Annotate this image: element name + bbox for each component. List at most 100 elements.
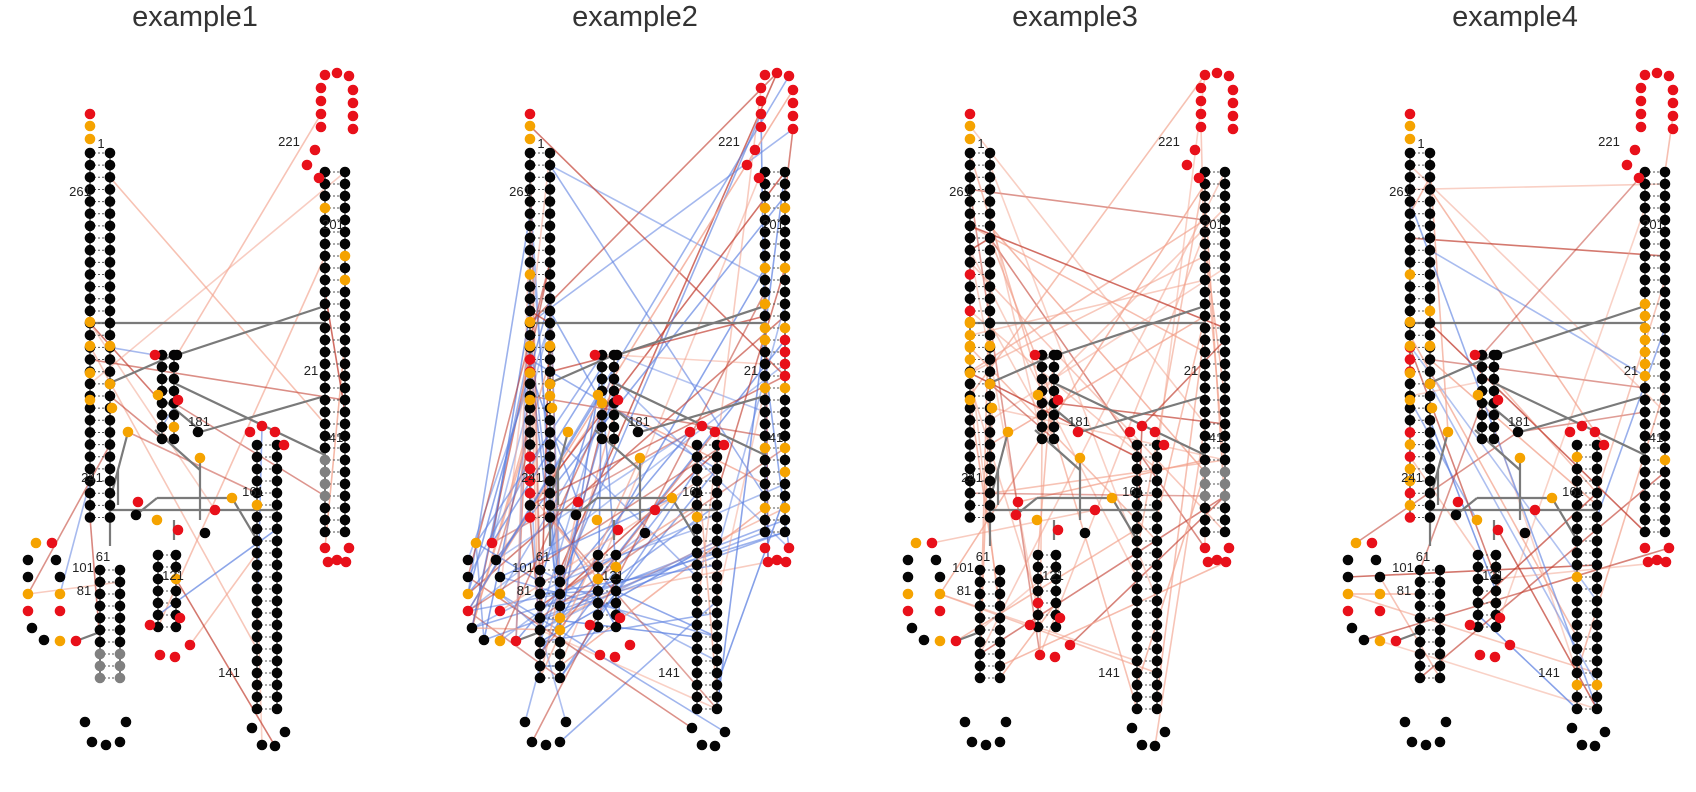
nucleotide (251, 631, 263, 643)
nucleotide (1488, 361, 1500, 373)
nucleotide (544, 475, 556, 487)
nucleotide (1223, 542, 1235, 554)
nucleotide (918, 634, 930, 646)
interaction-link (613, 354, 766, 365)
nucleotide (534, 672, 546, 684)
nucleotide (319, 274, 331, 286)
nucleotide (1199, 358, 1211, 370)
nucleotide (1424, 147, 1436, 159)
interaction-link (1409, 345, 1598, 602)
interaction-link (1409, 347, 1497, 580)
nucleotide (1471, 514, 1483, 526)
nucleotide (984, 512, 996, 523)
nucleotide (984, 366, 996, 378)
nucleotide (343, 542, 355, 554)
nucleotide (964, 208, 976, 220)
nucleotide (1591, 571, 1603, 583)
nucleotide (534, 624, 546, 636)
nucleotide (610, 549, 622, 561)
nucleotide (1621, 159, 1633, 171)
nucleotide (319, 322, 331, 334)
nucleotide (199, 527, 211, 539)
nucleotide (339, 526, 351, 538)
nucleotide (787, 123, 799, 135)
nucleotide (524, 305, 536, 317)
nucleotide (152, 597, 164, 609)
nucleotide (554, 636, 566, 648)
nucleotide (1404, 232, 1416, 244)
nucleotide (1424, 244, 1436, 256)
nucleotide (1591, 631, 1603, 643)
nucleotide (1346, 622, 1358, 634)
nucleotide (319, 490, 331, 502)
interaction-link (696, 87, 762, 614)
nucleotide (84, 293, 96, 305)
panel-title: example1 (132, 1, 258, 33)
interaction-link (549, 171, 786, 482)
nucleotide (1659, 334, 1671, 346)
nucleotide (494, 588, 506, 600)
nucleotide (1131, 511, 1143, 523)
nucleotide (779, 214, 791, 226)
nucleotide (151, 514, 163, 526)
nucleotide (524, 340, 536, 352)
nucleotide (759, 286, 771, 298)
nucleotide (783, 542, 795, 554)
backbone-segment (1493, 382, 1646, 456)
nucleotide (1571, 475, 1583, 487)
nucleotide (612, 394, 624, 406)
nucleotide (1219, 442, 1231, 454)
nucleotide (524, 316, 536, 328)
nucleotide (1424, 340, 1436, 352)
position-label: 41 (329, 430, 343, 445)
nucleotide (1639, 394, 1651, 406)
interaction-link (989, 459, 1226, 494)
nucleotide (104, 366, 116, 378)
nucleotide (691, 511, 703, 523)
interaction-link (549, 164, 766, 497)
interaction-link (1499, 207, 1646, 619)
nucleotide (610, 561, 622, 573)
interaction-link (539, 552, 698, 643)
nucleotide (1434, 736, 1446, 748)
nucleotide (594, 649, 606, 661)
nucleotide (1434, 636, 1446, 648)
nucleotide (1659, 226, 1671, 238)
nucleotide (1490, 549, 1502, 561)
nucleotide (1151, 451, 1163, 463)
nucleotide (1151, 559, 1163, 571)
interaction-link (1409, 164, 1666, 413)
nucleotide (1659, 322, 1671, 334)
nucleotide (544, 463, 556, 475)
nucleotide (490, 554, 502, 566)
nucleotide (1591, 547, 1603, 559)
backbone-segment (1519, 394, 1646, 434)
nucleotide (251, 691, 263, 703)
position-label: 241 (521, 470, 543, 485)
interaction-link (539, 564, 718, 595)
nucleotide (104, 293, 116, 305)
interaction-link (716, 303, 786, 554)
interaction-link (109, 395, 163, 440)
nucleotide (783, 70, 795, 82)
nucleotide (691, 487, 703, 499)
nucleotide (339, 346, 351, 358)
interaction-link (189, 552, 258, 646)
nucleotide (1000, 716, 1012, 728)
interaction-link (1136, 471, 1206, 686)
interaction-link (175, 578, 276, 747)
nucleotide (1424, 184, 1436, 195)
nucleotide (339, 262, 351, 274)
nucleotide (1659, 406, 1671, 418)
nucleotide (759, 298, 771, 310)
interaction-link (979, 171, 1226, 655)
nucleotide (339, 226, 351, 238)
nucleotide (994, 600, 1006, 612)
nucleotide (271, 703, 283, 715)
nucleotide (1404, 305, 1416, 317)
nucleotide (994, 660, 1006, 672)
nucleotide (1424, 293, 1436, 305)
nucleotide (994, 624, 1006, 636)
nucleotide (1089, 504, 1101, 516)
nucleotide (1424, 512, 1436, 523)
